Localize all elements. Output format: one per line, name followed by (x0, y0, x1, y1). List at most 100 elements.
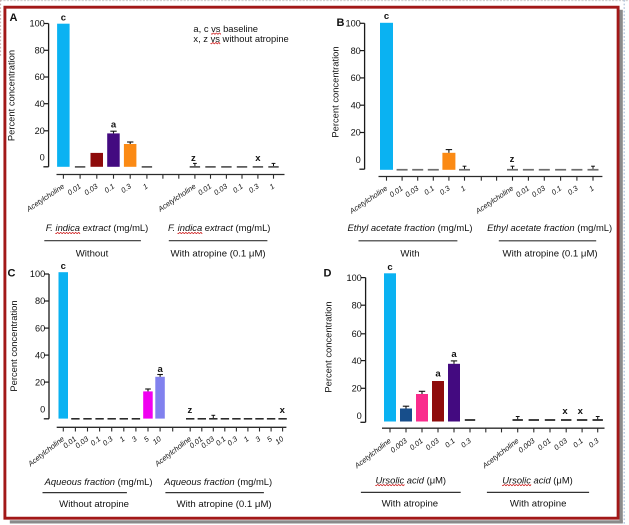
svg-text:60: 60 (35, 72, 45, 82)
svg-text:0: 0 (357, 411, 362, 421)
svg-text:Acetylcholine: Acetylcholine (480, 436, 521, 471)
svg-text:C: C (8, 268, 16, 280)
svg-text:D: D (324, 268, 332, 280)
svg-text:0: 0 (356, 155, 361, 165)
svg-text:z: z (191, 153, 196, 164)
svg-text:With atropine (0.1 μM): With atropine (0.1 μM) (503, 248, 598, 259)
svg-text:0.01: 0.01 (196, 182, 213, 198)
svg-text:0.3: 0.3 (101, 434, 115, 448)
svg-text:Acetylcholine: Acetylcholine (25, 434, 66, 469)
svg-text:100: 100 (345, 19, 360, 29)
svg-text:0.01: 0.01 (536, 436, 553, 452)
svg-text:80: 80 (35, 296, 45, 306)
svg-text:Ursolic acid (μM): Ursolic acid (μM) (376, 474, 447, 485)
svg-text:With atropine (0.1 μM): With atropine (0.1 μM) (177, 499, 272, 510)
svg-text:0.03: 0.03 (212, 181, 230, 197)
svg-text:100: 100 (346, 273, 361, 283)
svg-text:100: 100 (29, 19, 44, 29)
svg-text:40: 40 (35, 350, 45, 360)
svg-text:x, z vs without atropine: x, z vs without atropine (193, 33, 288, 44)
svg-text:0: 0 (40, 404, 45, 414)
svg-text:Acetylcholine: Acetylcholine (156, 182, 198, 214)
svg-text:Acetylcholine: Acetylcholine (347, 184, 389, 216)
svg-text:Acetylcholine: Acetylcholine (24, 182, 66, 214)
svg-text:10: 10 (151, 434, 164, 447)
svg-text:1: 1 (118, 434, 127, 444)
svg-text:0.003: 0.003 (516, 436, 537, 455)
svg-text:Percent concentration: Percent concentration (8, 300, 19, 391)
svg-text:Acetylcholine: Acetylcholine (473, 184, 515, 216)
svg-text:20: 20 (352, 384, 362, 394)
svg-text:1: 1 (242, 434, 251, 444)
svg-text:x: x (280, 405, 286, 416)
svg-text:F. indica extract (mg/mL): F. indica extract (mg/mL) (168, 222, 270, 233)
svg-text:60: 60 (352, 329, 362, 339)
svg-text:1: 1 (268, 182, 276, 192)
svg-text:80: 80 (351, 46, 361, 56)
svg-text:0.1: 0.1 (422, 184, 436, 197)
svg-text:0.03: 0.03 (424, 436, 442, 452)
svg-text:With atropine: With atropine (510, 499, 567, 510)
svg-text:0.03: 0.03 (552, 436, 570, 452)
svg-text:With atropine: With atropine (382, 499, 439, 510)
svg-text:0.3: 0.3 (566, 183, 580, 197)
svg-text:80: 80 (35, 46, 45, 56)
svg-text:0: 0 (40, 152, 45, 162)
svg-text:0.01: 0.01 (514, 184, 531, 200)
svg-text:F. indica extract (mg/mL): F. indica extract (mg/mL) (46, 222, 148, 233)
svg-text:0.003: 0.003 (389, 436, 410, 455)
svg-text:Percent concentration: Percent concentration (6, 50, 17, 141)
svg-text:20: 20 (351, 128, 361, 138)
svg-text:0.1: 0.1 (571, 436, 585, 449)
svg-text:40: 40 (351, 100, 361, 110)
svg-text:20: 20 (35, 377, 45, 387)
svg-text:c: c (61, 12, 66, 23)
svg-text:5: 5 (142, 434, 151, 444)
svg-text:0.1: 0.1 (103, 182, 117, 195)
svg-text:z: z (188, 405, 193, 416)
svg-text:0.3: 0.3 (247, 181, 261, 195)
svg-text:a: a (157, 364, 163, 375)
svg-text:Ursolic acid (μM): Ursolic acid (μM) (502, 474, 573, 485)
svg-text:a: a (111, 120, 117, 131)
svg-text:0.3: 0.3 (225, 434, 239, 448)
svg-text:0.01: 0.01 (66, 182, 83, 198)
svg-text:x: x (255, 153, 261, 164)
svg-text:x: x (578, 406, 584, 417)
svg-text:0.3: 0.3 (587, 436, 601, 450)
svg-text:0.1: 0.1 (231, 182, 245, 195)
svg-text:0.1: 0.1 (550, 184, 564, 197)
svg-text:B: B (337, 17, 345, 29)
svg-text:c: c (61, 261, 66, 272)
svg-text:0.03: 0.03 (530, 183, 548, 199)
svg-text:40: 40 (35, 99, 45, 109)
svg-text:a: a (435, 369, 441, 380)
svg-text:c: c (387, 262, 392, 273)
svg-text:0.03: 0.03 (73, 434, 91, 450)
svg-text:20: 20 (35, 126, 45, 136)
svg-text:1: 1 (141, 182, 149, 192)
svg-text:0.3: 0.3 (459, 436, 473, 450)
svg-text:c: c (384, 11, 389, 22)
svg-text:0.3: 0.3 (438, 183, 452, 197)
svg-text:A: A (10, 12, 18, 24)
svg-text:x: x (562, 406, 568, 417)
svg-text:With: With (400, 248, 419, 259)
svg-text:0.3: 0.3 (119, 181, 133, 195)
svg-text:a, c vs baseline: a, c vs baseline (193, 23, 258, 34)
svg-text:1: 1 (587, 184, 595, 194)
svg-text:0.01: 0.01 (408, 436, 425, 452)
svg-text:60: 60 (351, 73, 361, 83)
svg-text:Percent concentration: Percent concentration (330, 46, 341, 137)
svg-text:40: 40 (352, 356, 362, 366)
svg-text:80: 80 (352, 300, 362, 310)
svg-text:Ethyl acetate fraction (mg/mL): Ethyl acetate fraction (mg/mL) (487, 222, 612, 233)
svg-text:Aqueous fraction (mg/mL): Aqueous fraction (mg/mL) (163, 476, 272, 487)
svg-text:Acetylcholine: Acetylcholine (352, 436, 393, 471)
svg-text:a: a (451, 349, 457, 360)
svg-text:With atropine (0.1 μM): With atropine (0.1 μM) (171, 248, 266, 259)
svg-text:5: 5 (265, 434, 274, 444)
svg-text:3: 3 (253, 434, 262, 444)
svg-text:z: z (510, 154, 515, 165)
svg-text:Ethyl acetate fraction (mg/mL): Ethyl acetate fraction (mg/mL) (347, 222, 472, 233)
